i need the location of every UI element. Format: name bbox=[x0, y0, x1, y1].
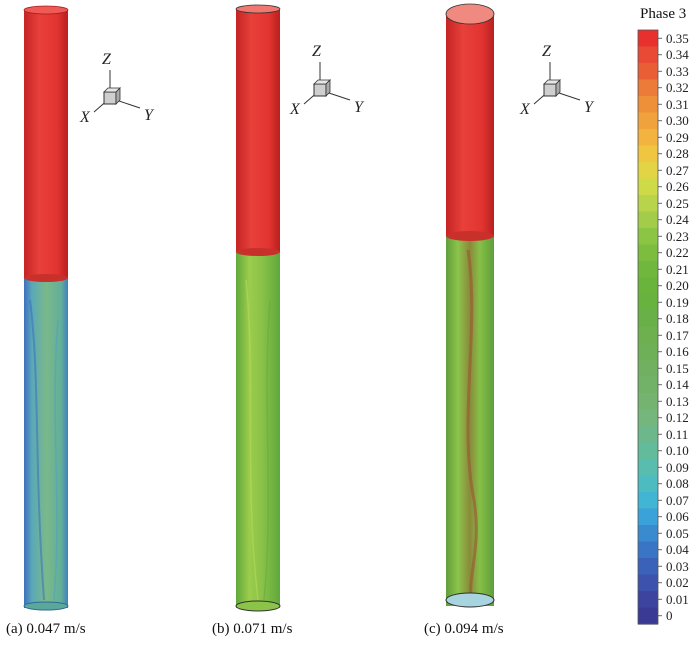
legend-tick-label: 0.09 bbox=[666, 459, 689, 475]
legend-tick-label: 0.19 bbox=[666, 294, 689, 310]
legend-swatch bbox=[638, 508, 658, 526]
legend-swatch bbox=[638, 162, 658, 180]
legend-tick-label: 0.06 bbox=[666, 509, 689, 525]
legend-tick-label: 0.05 bbox=[666, 525, 689, 541]
legend-swatch bbox=[638, 277, 658, 295]
legend-swatch bbox=[638, 376, 658, 394]
axis-label-x: X bbox=[289, 101, 301, 118]
legend-tick-label: 0.22 bbox=[666, 245, 689, 261]
legend-swatch bbox=[638, 343, 658, 361]
legend-swatch bbox=[638, 541, 658, 559]
legend-tick-label: 0.16 bbox=[666, 344, 689, 360]
legend-tick-label: 0.10 bbox=[666, 443, 689, 459]
legend-swatch bbox=[638, 261, 658, 279]
legend-swatch bbox=[638, 591, 658, 609]
legend-tick-label: 0.30 bbox=[666, 113, 689, 129]
legend-swatch bbox=[638, 30, 658, 48]
legend-tick-label: 0.18 bbox=[666, 311, 689, 327]
legend-swatch bbox=[638, 178, 658, 196]
legend-tick-label: 0.27 bbox=[666, 162, 689, 178]
legend-tick-label: 0.01 bbox=[666, 591, 689, 607]
column-c-lower-phase bbox=[446, 236, 494, 606]
legend-swatch bbox=[638, 79, 658, 97]
legend-swatch bbox=[638, 228, 658, 246]
legend-swatch bbox=[638, 327, 658, 345]
legend-tick-label: 0.24 bbox=[666, 212, 689, 228]
axis-label-z: Z bbox=[102, 51, 112, 68]
legend-tick-label: 0.23 bbox=[666, 228, 689, 244]
legend-tick-label: 0.20 bbox=[666, 278, 689, 294]
axis-label-z: Z bbox=[312, 43, 322, 60]
axis-label-y: Y bbox=[354, 99, 365, 116]
axis-triad-a: Z X Y bbox=[79, 51, 155, 126]
legend-tick-label: 0.28 bbox=[666, 146, 689, 162]
legend-swatch bbox=[638, 112, 658, 130]
legend-tick-label: 0.34 bbox=[666, 47, 689, 63]
legend-swatch bbox=[638, 574, 658, 592]
legend-swatch bbox=[638, 195, 658, 213]
column-a-upper-phase bbox=[24, 10, 68, 278]
column-c-upper-phase bbox=[446, 14, 494, 236]
legend-tick-label: 0.35 bbox=[666, 30, 689, 46]
legend-tick-label: 0.12 bbox=[666, 410, 689, 426]
column-b bbox=[235, 4, 281, 612]
legend-swatch bbox=[638, 96, 658, 114]
caption-b: (b) 0.071 m/s bbox=[212, 621, 293, 637]
legend-tick-label: 0.02 bbox=[666, 575, 689, 591]
legend-swatch bbox=[638, 492, 658, 510]
legend-swatch bbox=[638, 360, 658, 378]
legend-tick-label: 0.15 bbox=[666, 360, 689, 376]
legend-swatch bbox=[638, 129, 658, 147]
legend-swatch bbox=[638, 525, 658, 543]
legend-swatch bbox=[638, 558, 658, 576]
axis-triad-c: Z X Y bbox=[519, 43, 595, 118]
legend-tick-label: 0.31 bbox=[666, 96, 689, 112]
legend-tick-label: 0.13 bbox=[666, 393, 689, 409]
legend-tick-label: 0.17 bbox=[666, 327, 689, 343]
legend-swatch bbox=[638, 426, 658, 444]
legend-swatch bbox=[638, 393, 658, 411]
column-b-upper-phase bbox=[236, 9, 280, 252]
legend-title: Phase 3 bbox=[640, 6, 687, 22]
legend-tick-label: 0.03 bbox=[666, 558, 689, 574]
legend-swatch bbox=[638, 459, 658, 477]
caption-c: (c) 0.094 m/s bbox=[424, 621, 504, 637]
legend-swatch bbox=[638, 294, 658, 312]
legend-tick-label: 0.08 bbox=[666, 476, 689, 492]
legend-tick-label: 0.26 bbox=[666, 179, 689, 195]
legend-swatch bbox=[638, 310, 658, 328]
legend-tick-label: 0.11 bbox=[666, 426, 689, 442]
caption-a: (a) 0.047 m/s bbox=[6, 621, 86, 637]
column-b-lower-phase bbox=[236, 252, 280, 608]
legend-swatch bbox=[638, 442, 658, 460]
legend-tick-label: 0.14 bbox=[666, 377, 689, 393]
legend-tick-label: 0 bbox=[666, 608, 673, 624]
legend-tick-label: 0.33 bbox=[666, 63, 689, 79]
legend-tick-label: 0.21 bbox=[666, 261, 689, 277]
legend-swatch bbox=[638, 607, 658, 625]
legend-swatch bbox=[638, 244, 658, 262]
column-a-lower-phase bbox=[24, 278, 68, 608]
legend-swatch bbox=[638, 63, 658, 81]
legend-swatch bbox=[638, 145, 658, 163]
axis-label-x: X bbox=[79, 109, 91, 126]
legend-swatch bbox=[638, 46, 658, 64]
color-legend-bar bbox=[637, 29, 662, 625]
axis-label-z: Z bbox=[542, 43, 552, 60]
column-a bbox=[23, 5, 69, 611]
axis-label-y: Y bbox=[584, 99, 595, 116]
legend-swatch bbox=[638, 475, 658, 493]
legend-tick-label: 0.07 bbox=[666, 492, 689, 508]
legend-tick-label: 0.25 bbox=[666, 195, 689, 211]
column-c bbox=[445, 3, 495, 608]
axis-label-y: Y bbox=[144, 107, 155, 124]
legend-swatch bbox=[638, 211, 658, 229]
axis-triad-b: Z X Y bbox=[289, 43, 365, 118]
legend-swatch bbox=[638, 409, 658, 427]
axis-label-x: X bbox=[519, 101, 531, 118]
legend-tick-label: 0.04 bbox=[666, 542, 689, 558]
legend-tick-label: 0.29 bbox=[666, 129, 689, 145]
legend-tick-label: 0.32 bbox=[666, 80, 689, 96]
